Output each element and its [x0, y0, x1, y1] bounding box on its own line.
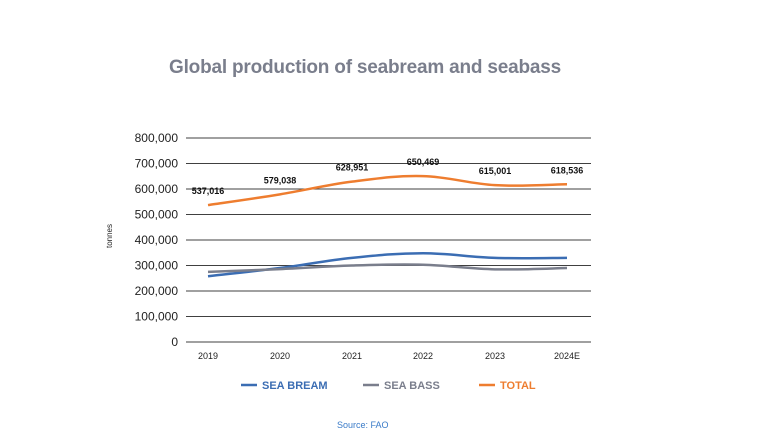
- legend-label: TOTAL: [500, 380, 536, 392]
- x-tick-label: 2023: [485, 351, 505, 361]
- gridlines: [186, 137, 591, 343]
- series-lines: [207, 174, 568, 278]
- legend: SEA BREAM SEA BASS TOTAL: [241, 380, 536, 392]
- x-tick-label: 2024E: [554, 351, 580, 361]
- y-tick-label: 200,000: [135, 284, 179, 298]
- series-line-sea-bass: [207, 263, 568, 274]
- y-tick-label: 800,000: [135, 131, 179, 145]
- source-note: Source: FAO: [337, 420, 389, 430]
- data-label: 615,001: [479, 166, 512, 176]
- y-tick-label: 500,000: [135, 208, 179, 222]
- x-tick-label: 2021: [342, 351, 362, 361]
- data-label: 618,536: [551, 165, 584, 175]
- series-line-total: [207, 174, 568, 207]
- legend-label: SEA BASS: [384, 380, 440, 392]
- y-axis-label: tonnes: [105, 224, 114, 248]
- data-label: 650,469: [407, 157, 440, 167]
- data-labels: 537,016 579,038 628,951 650,469 615,001 618,5…: [192, 157, 584, 196]
- x-tick-label: 2019: [198, 351, 218, 361]
- data-label: 628,951: [336, 163, 369, 173]
- legend-label: SEA BREAM: [262, 380, 328, 392]
- legend-item-total: TOTAL: [479, 380, 536, 392]
- data-label: 537,016: [192, 186, 225, 196]
- data-label: 579,038: [264, 175, 297, 185]
- y-tick-labels: 0 100,000 200,000 300,000 400,000 500,000 600,…: [135, 131, 179, 349]
- legend-item-sea-bream: SEA BREAM: [241, 380, 328, 392]
- x-tick-label: 2020: [270, 351, 290, 361]
- y-tick-label: 400,000: [135, 233, 179, 247]
- y-tick-label: 600,000: [135, 182, 179, 196]
- y-tick-label: 100,000: [135, 310, 179, 324]
- x-tick-label: 2022: [413, 351, 433, 361]
- y-tick-label: 0: [171, 335, 178, 349]
- y-tick-label: 300,000: [135, 259, 179, 273]
- chart-title: Global production of seabream and seabas…: [169, 57, 561, 78]
- y-tick-label: 700,000: [135, 157, 179, 171]
- x-tick-labels: 2019 2020 2021 2022 2023 2024E: [198, 351, 580, 361]
- legend-item-sea-bass: SEA BASS: [363, 380, 440, 392]
